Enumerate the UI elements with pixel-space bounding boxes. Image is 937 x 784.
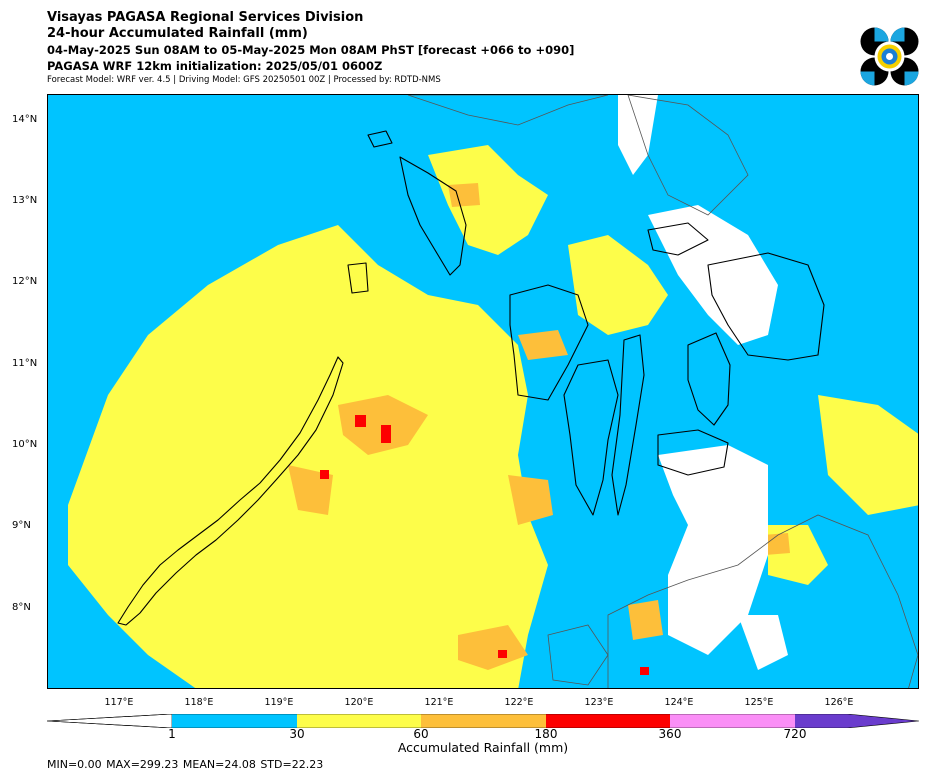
- rain-area-60-180: [448, 183, 480, 207]
- colorbar-tick-720: 720: [783, 727, 807, 741]
- rain-area-180-360: [498, 650, 507, 658]
- colorbar-segment-360: [670, 714, 795, 728]
- colorbar-tick-180: 180: [534, 727, 558, 741]
- rain-area-180-360: [320, 470, 329, 479]
- rainfall-fields: [68, 95, 918, 688]
- map-title: Visayas PAGASA Regional Services Divisio…: [47, 10, 364, 25]
- model-info: Forecast Model: WRF ver. 4.5 | Driving M…: [47, 75, 441, 85]
- rain-area-30-60: [568, 235, 668, 335]
- lat-label-10: 10°N: [12, 439, 38, 450]
- rain-area-30-60: [68, 225, 548, 688]
- colorbar-segment-below: [47, 714, 173, 728]
- rain-area-180-360: [355, 415, 366, 427]
- lon-label-123: 123°E: [584, 697, 614, 708]
- lon-label-126: 126°E: [824, 697, 854, 708]
- lon-label-124: 124°E: [664, 697, 694, 708]
- lat-label-8: 8°N: [12, 602, 31, 613]
- lon-label-125: 125°E: [744, 697, 774, 708]
- lon-label-120: 120°E: [344, 697, 374, 708]
- colorbar-segment-1: [172, 714, 297, 728]
- lat-label-9: 9°N: [12, 520, 31, 531]
- rain-area-below-1: [738, 615, 788, 670]
- lat-label-13: 13°N: [12, 195, 38, 206]
- rain-area-below-1: [658, 445, 768, 655]
- rain-area-60-180: [628, 600, 663, 640]
- lon-label-119: 119°E: [264, 697, 294, 708]
- colorbar-tick-30: 30: [289, 727, 305, 741]
- rain-area-below-1: [648, 205, 778, 345]
- rain-area-60-180: [508, 475, 553, 525]
- rainfall-map: [47, 94, 919, 689]
- colorbar-tick-60: 60: [413, 727, 429, 741]
- colorbar-segment-60: [421, 714, 546, 728]
- colorbar: [47, 714, 919, 728]
- map-subtitle: 24-hour Accumulated Rainfall (mm): [47, 26, 308, 41]
- forecast-period: 04-May-2025 Sun 08AM to 05-May-2025 Mon …: [47, 43, 575, 57]
- colorbar-tick-360: 360: [658, 727, 682, 741]
- lat-label-11: 11°N: [12, 358, 38, 369]
- pagasa-logo-icon: [860, 27, 919, 86]
- rain-area-60-180: [458, 625, 528, 670]
- lon-label-118: 118°E: [184, 697, 214, 708]
- coastlines: [117, 130, 825, 626]
- colorbar-segment-720: [795, 714, 919, 728]
- lon-label-122: 122°E: [504, 697, 534, 708]
- rain-area-180-360: [381, 425, 391, 443]
- model-initialization: PAGASA WRF 12km initialization: 2025/05/…: [47, 59, 383, 73]
- mindanao-outline: [407, 95, 918, 688]
- rain-area-60-180: [763, 533, 790, 555]
- rain-area-180-360: [640, 667, 649, 675]
- lon-label-117: 117°E: [104, 697, 134, 708]
- lat-label-12: 12°N: [12, 276, 38, 287]
- rain-area-30-60: [818, 395, 918, 515]
- colorbar-tick-1: 1: [168, 727, 176, 741]
- lon-label-121: 121°E: [424, 697, 454, 708]
- lat-label-14: 14°N: [12, 114, 38, 125]
- rain-area-30-60: [428, 145, 548, 255]
- colorbar-segment-30: [297, 714, 421, 728]
- colorbar-title: Accumulated Rainfall (mm): [397, 740, 569, 755]
- colorbar-segment-180: [546, 714, 670, 728]
- rainfall-statistics: MIN=0.00 MAX=299.23 MEAN=24.08 STD=22.23: [47, 758, 324, 771]
- rain-area-60-180: [518, 330, 568, 360]
